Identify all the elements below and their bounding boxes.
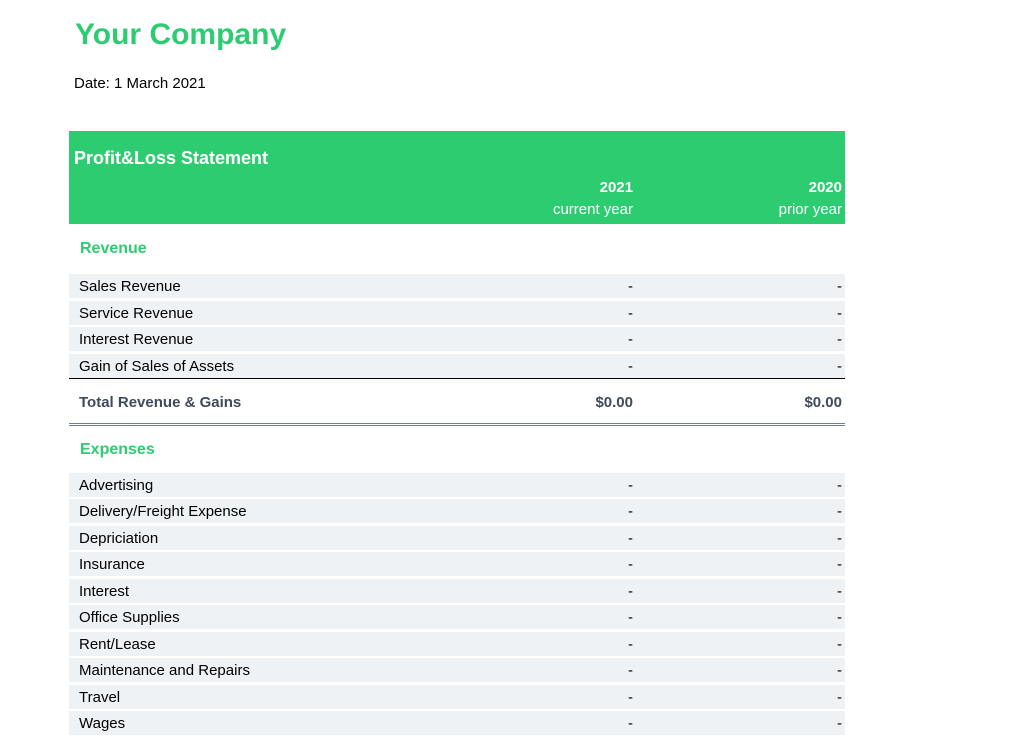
table-row: Office Supplies - -: [69, 605, 845, 629]
row-label: Gain of Sales of Assets: [79, 357, 235, 375]
statement-header: Profit&Loss Statement 2021 current year …: [69, 131, 845, 224]
table-row: Depriciation - -: [69, 525, 845, 550]
row-value-current: -: [628, 609, 633, 626]
current-year-sublabel: current year: [552, 201, 633, 218]
row-label: Delivery/Freight Expense: [79, 503, 247, 520]
row-label: Travel: [79, 688, 121, 706]
row-label: Sales Revenue: [79, 278, 181, 295]
total-value-prior: $0.00: [804, 393, 842, 411]
table-row: Advertising - -: [69, 472, 845, 497]
row-value-prior: -: [837, 609, 842, 626]
total-value-current: $0.00: [595, 393, 633, 411]
row-value-current: -: [628, 582, 633, 600]
row-label: Interest: [79, 582, 130, 600]
pnl-sheet: Profit&Loss Statement 2021 current year …: [69, 131, 845, 738]
expenses-heading: Expenses: [80, 440, 155, 458]
row-value-prior: -: [837, 582, 842, 600]
row-label: Wages: [79, 715, 126, 732]
row-value-prior: -: [837, 529, 842, 547]
row-label: Interest Revenue: [79, 331, 194, 348]
total-revenue-row: Total Revenue & Gains $0.00 $0.00: [69, 379, 845, 426]
table-row: Wages - -: [69, 711, 845, 735]
row-value-prior: -: [837, 357, 842, 375]
row-value-current: -: [628, 503, 633, 520]
row-value-current: -: [628, 357, 633, 375]
current-year-label: 2021: [599, 179, 633, 196]
table-row: Delivery/Freight Expense - -: [69, 499, 845, 523]
table-row: Insurance - -: [69, 552, 845, 576]
company-name: Your Company: [75, 18, 287, 51]
row-value-prior: -: [837, 331, 842, 348]
row-value-prior: -: [837, 503, 842, 520]
prior-year-label: 2020: [808, 179, 842, 196]
row-value-current: -: [628, 529, 633, 547]
table-row: Sales Revenue - -: [69, 274, 845, 298]
expenses-section-title: Expenses: [69, 426, 845, 473]
table-row: Service Revenue - -: [69, 300, 845, 325]
row-value-current: -: [628, 556, 633, 573]
row-value-prior: -: [837, 278, 842, 295]
row-label: Office Supplies: [79, 609, 180, 626]
row-label: Rent/Lease: [79, 635, 156, 653]
table-row: Travel - -: [69, 684, 845, 709]
statement-date: Date: 1 March 2021: [74, 75, 206, 92]
row-value-prior: -: [837, 635, 842, 653]
row-label: Service Revenue: [79, 304, 194, 322]
row-value-prior: -: [837, 304, 842, 322]
table-row: Maintenance and Repairs - -: [69, 658, 845, 682]
row-value-current: -: [628, 476, 633, 494]
row-label: Insurance: [79, 556, 145, 573]
row-value-current: -: [628, 331, 633, 348]
expense-rows: Advertising - - Delivery/Freight Expense…: [69, 472, 845, 735]
table-row: Gain of Sales of Assets - -: [69, 353, 845, 378]
row-value-prior: -: [837, 556, 842, 573]
row-value-prior: -: [837, 476, 842, 494]
row-label: Advertising: [79, 476, 154, 494]
row-label: Depriciation: [79, 529, 159, 547]
table-row: Interest Revenue - -: [69, 327, 845, 351]
row-value-current: -: [628, 304, 633, 322]
total-label: Total Revenue & Gains: [79, 393, 242, 411]
row-value-prior: -: [837, 715, 842, 732]
row-label: Maintenance and Repairs: [79, 662, 250, 679]
table-row: Rent/Lease - -: [69, 631, 845, 656]
table-row: Interest - -: [69, 578, 845, 603]
row-value-prior: -: [837, 688, 842, 706]
revenue-heading: Revenue: [80, 240, 147, 257]
row-value-prior: -: [837, 662, 842, 679]
row-value-current: -: [628, 635, 633, 653]
row-value-current: -: [628, 662, 633, 679]
row-value-current: -: [628, 278, 633, 295]
row-value-current: -: [628, 688, 633, 706]
statement-title: Profit&Loss Statement: [74, 148, 269, 168]
row-value-current: -: [628, 715, 633, 732]
revenue-section-title: Revenue: [69, 224, 845, 274]
prior-year-sublabel: prior year: [778, 201, 842, 218]
revenue-rows: Sales Revenue - - Service Revenue - - In…: [69, 274, 845, 379]
